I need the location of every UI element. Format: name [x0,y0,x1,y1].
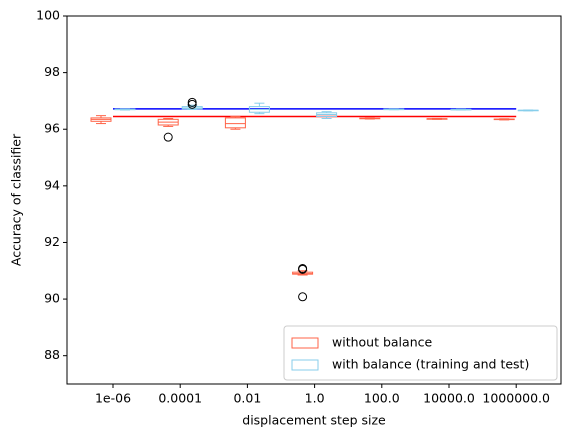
flier [187,99,197,109]
x-tick-label: 10000.0 [423,391,475,406]
y-tick-label: 98 [44,64,60,79]
y-tick-label: 88 [44,347,60,362]
legend-swatch [291,337,319,349]
x-tick-label: 1.0 [305,391,325,406]
legend-swatch [291,359,319,371]
x-tick-label: 0.01 [233,391,261,406]
y-tick-label: 100 [36,8,60,23]
axes-frame [66,15,562,385]
x-tick-label: 0.0001 [158,391,202,406]
flier [163,132,173,142]
plot-area [67,16,561,384]
y-tick-label: 92 [44,234,60,249]
flier [298,292,308,302]
flier [298,264,308,274]
y-axis-label: Accuracy of classifier [9,133,24,266]
x-tick-label: 100.0 [364,391,400,406]
x-tick-label: 1e-06 [95,391,131,406]
y-tick-label: 90 [44,291,60,306]
legend [283,325,558,381]
x-tick-label: 1000000.0 [482,391,550,406]
legend-label: without balance [332,335,432,350]
y-tick-label: 96 [44,121,60,136]
x-axis-label: displacement step size [242,413,386,428]
legend-label: with balance (training and test) [332,357,529,372]
box [224,117,246,129]
y-tick-label: 94 [44,177,60,192]
